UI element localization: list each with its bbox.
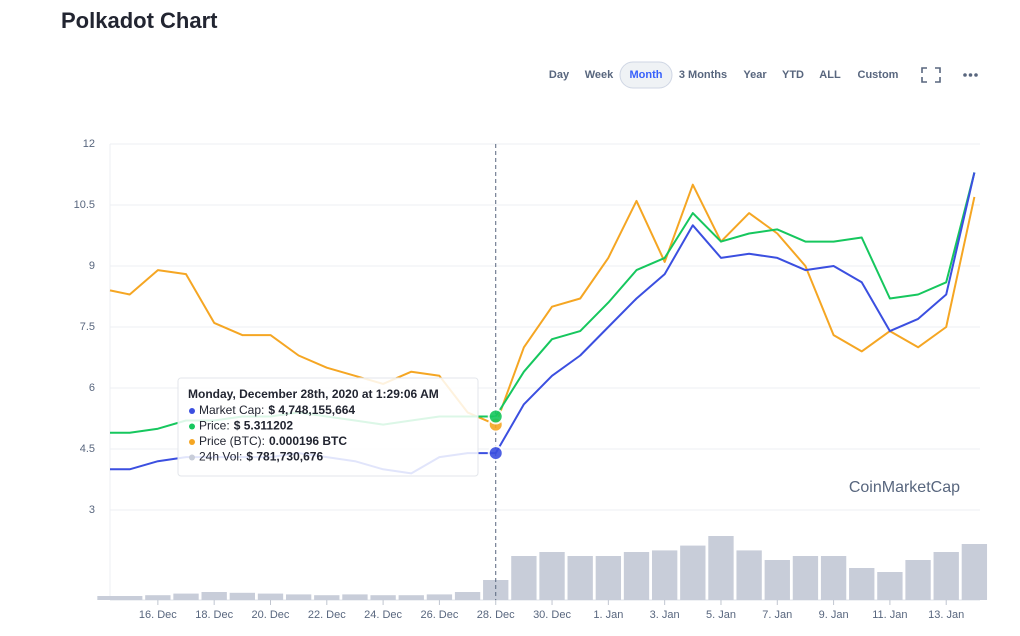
volume-bar xyxy=(905,560,931,600)
volume-bar xyxy=(708,536,734,600)
tooltip-row: Market Cap: $ 4,748,155,664 xyxy=(199,403,355,417)
fullscreen-icon-path xyxy=(921,67,941,83)
x-tick-label: 28. Dec xyxy=(477,609,515,621)
tooltip-value: $ 781,730,676 xyxy=(246,450,323,464)
volume-bar xyxy=(680,545,706,600)
x-tick-label: 26. Dec xyxy=(420,609,458,621)
watermark: CoinMarketCap xyxy=(849,479,960,496)
tooltip-label: Price: xyxy=(199,419,230,433)
volume-bar xyxy=(201,592,227,600)
volume-bar xyxy=(595,556,622,600)
volume-bar xyxy=(820,556,847,600)
x-tick-label: 22. Dec xyxy=(308,609,346,621)
volume-bar xyxy=(961,544,988,600)
volume-bar xyxy=(145,595,171,600)
plot xyxy=(97,144,988,600)
x-tick-label: 13. Jan xyxy=(928,609,964,621)
tooltip-row: 24h Vol: $ 781,730,676 xyxy=(199,450,323,464)
volume-bar xyxy=(117,596,143,600)
volume-bar xyxy=(454,592,481,600)
tooltip-value: 0.000196 BTC xyxy=(269,434,347,448)
dot xyxy=(968,73,973,77)
grid: 3 4.5 6 7.5 9 10.5 12 16. Dec 18. Dec 20. Dec 22. … xyxy=(74,138,980,621)
volume-bar xyxy=(792,556,819,600)
price-line xyxy=(109,183,976,426)
range-button[interactable]: Week xyxy=(585,69,614,81)
dot xyxy=(974,73,978,77)
tooltip-title: Monday, December 28th, 2020 at 1:29:06 A… xyxy=(188,387,439,401)
y-tick-label: 4.5 xyxy=(80,443,95,455)
tooltip-value: $ 4,748,155,664 xyxy=(268,403,355,417)
tooltip-label: Price (BTC): xyxy=(199,434,265,448)
x-tick-label: 5. Jan xyxy=(706,609,736,621)
tooltip-dot xyxy=(189,423,195,430)
x-tick-label: 3. Jan xyxy=(650,609,680,621)
y-tick-label: 10.5 xyxy=(74,199,95,211)
fullscreen-icon[interactable] xyxy=(921,67,941,83)
volume-bar xyxy=(736,550,762,600)
volume-bar xyxy=(483,580,509,600)
range-button[interactable]: YTD xyxy=(782,69,804,81)
volume-bar xyxy=(651,550,678,600)
tooltip-box xyxy=(177,377,479,477)
x-tick-label: 7. Jan xyxy=(762,609,792,621)
more-icon[interactable] xyxy=(963,73,978,77)
range-buttons: Day Week Month 3 Months Year YTD ALL Custom xyxy=(549,61,899,89)
x-tick-label: 18. Dec xyxy=(195,609,233,621)
volume-bar xyxy=(567,556,593,600)
tooltip-row: Price (BTC): 0.000196 BTC xyxy=(199,434,347,448)
y-tick-label: 7.5 xyxy=(80,321,95,333)
x-tick-label: 20. Dec xyxy=(252,609,290,621)
range-button[interactable]: ALL xyxy=(819,69,841,81)
y-tick-label: 12 xyxy=(83,138,95,150)
volume-bar xyxy=(623,552,650,600)
range-button[interactable]: 3 Months xyxy=(679,69,727,81)
hover-marker xyxy=(487,445,504,462)
x-tick-label: 30. Dec xyxy=(533,609,571,621)
tooltip-value: $ 5.311202 xyxy=(234,419,294,433)
volume-bar xyxy=(257,593,284,600)
range-button[interactable]: Day xyxy=(549,69,570,81)
hover-marker xyxy=(487,408,504,425)
tooltip-label: Market Cap: xyxy=(199,403,264,417)
tooltip-dot xyxy=(189,454,195,461)
tooltip-row: Price: $ 5.311202 xyxy=(199,419,293,433)
volume-bar xyxy=(173,593,199,600)
x-tick-label: 1. Jan xyxy=(593,609,623,621)
x-tick-label: 11. Jan xyxy=(872,609,907,621)
volume-bar xyxy=(285,594,312,600)
tooltip-label: 24h Vol: xyxy=(199,450,242,464)
volume-bar xyxy=(539,552,565,600)
tooltip-dot xyxy=(189,439,195,445)
y-tick-label: 3 xyxy=(89,504,95,516)
volume-bar xyxy=(314,595,340,600)
volume-bar xyxy=(97,596,123,600)
volume-bar xyxy=(342,594,368,600)
range-button[interactable]: Month xyxy=(630,69,663,81)
volume-bar xyxy=(426,594,453,600)
chart-title: Polkadot Chart xyxy=(61,8,218,33)
volume-bar xyxy=(398,595,424,600)
y-tick-label: 9 xyxy=(89,260,95,272)
tooltip-dot xyxy=(189,408,195,414)
volume-bar xyxy=(370,595,396,600)
x-tick-label: 24. Dec xyxy=(364,609,402,621)
volume-bar xyxy=(849,568,875,600)
dot xyxy=(963,73,967,77)
x-tick-label: 9. Jan xyxy=(819,609,849,621)
volume-bar xyxy=(229,592,255,600)
volume-bar xyxy=(933,552,959,600)
range-button[interactable]: Year xyxy=(743,69,767,81)
y-tick-label: 6 xyxy=(89,382,95,394)
volume-bar xyxy=(764,560,790,600)
tooltip: Monday, December 28th, 2020 at 1:29:06 A… xyxy=(177,377,479,477)
volume-bar xyxy=(511,556,537,600)
range-active-bg xyxy=(619,61,673,89)
range-button[interactable]: Custom xyxy=(858,69,899,81)
volume-bar xyxy=(877,572,903,600)
x-tick-label: 16. Dec xyxy=(139,609,177,621)
